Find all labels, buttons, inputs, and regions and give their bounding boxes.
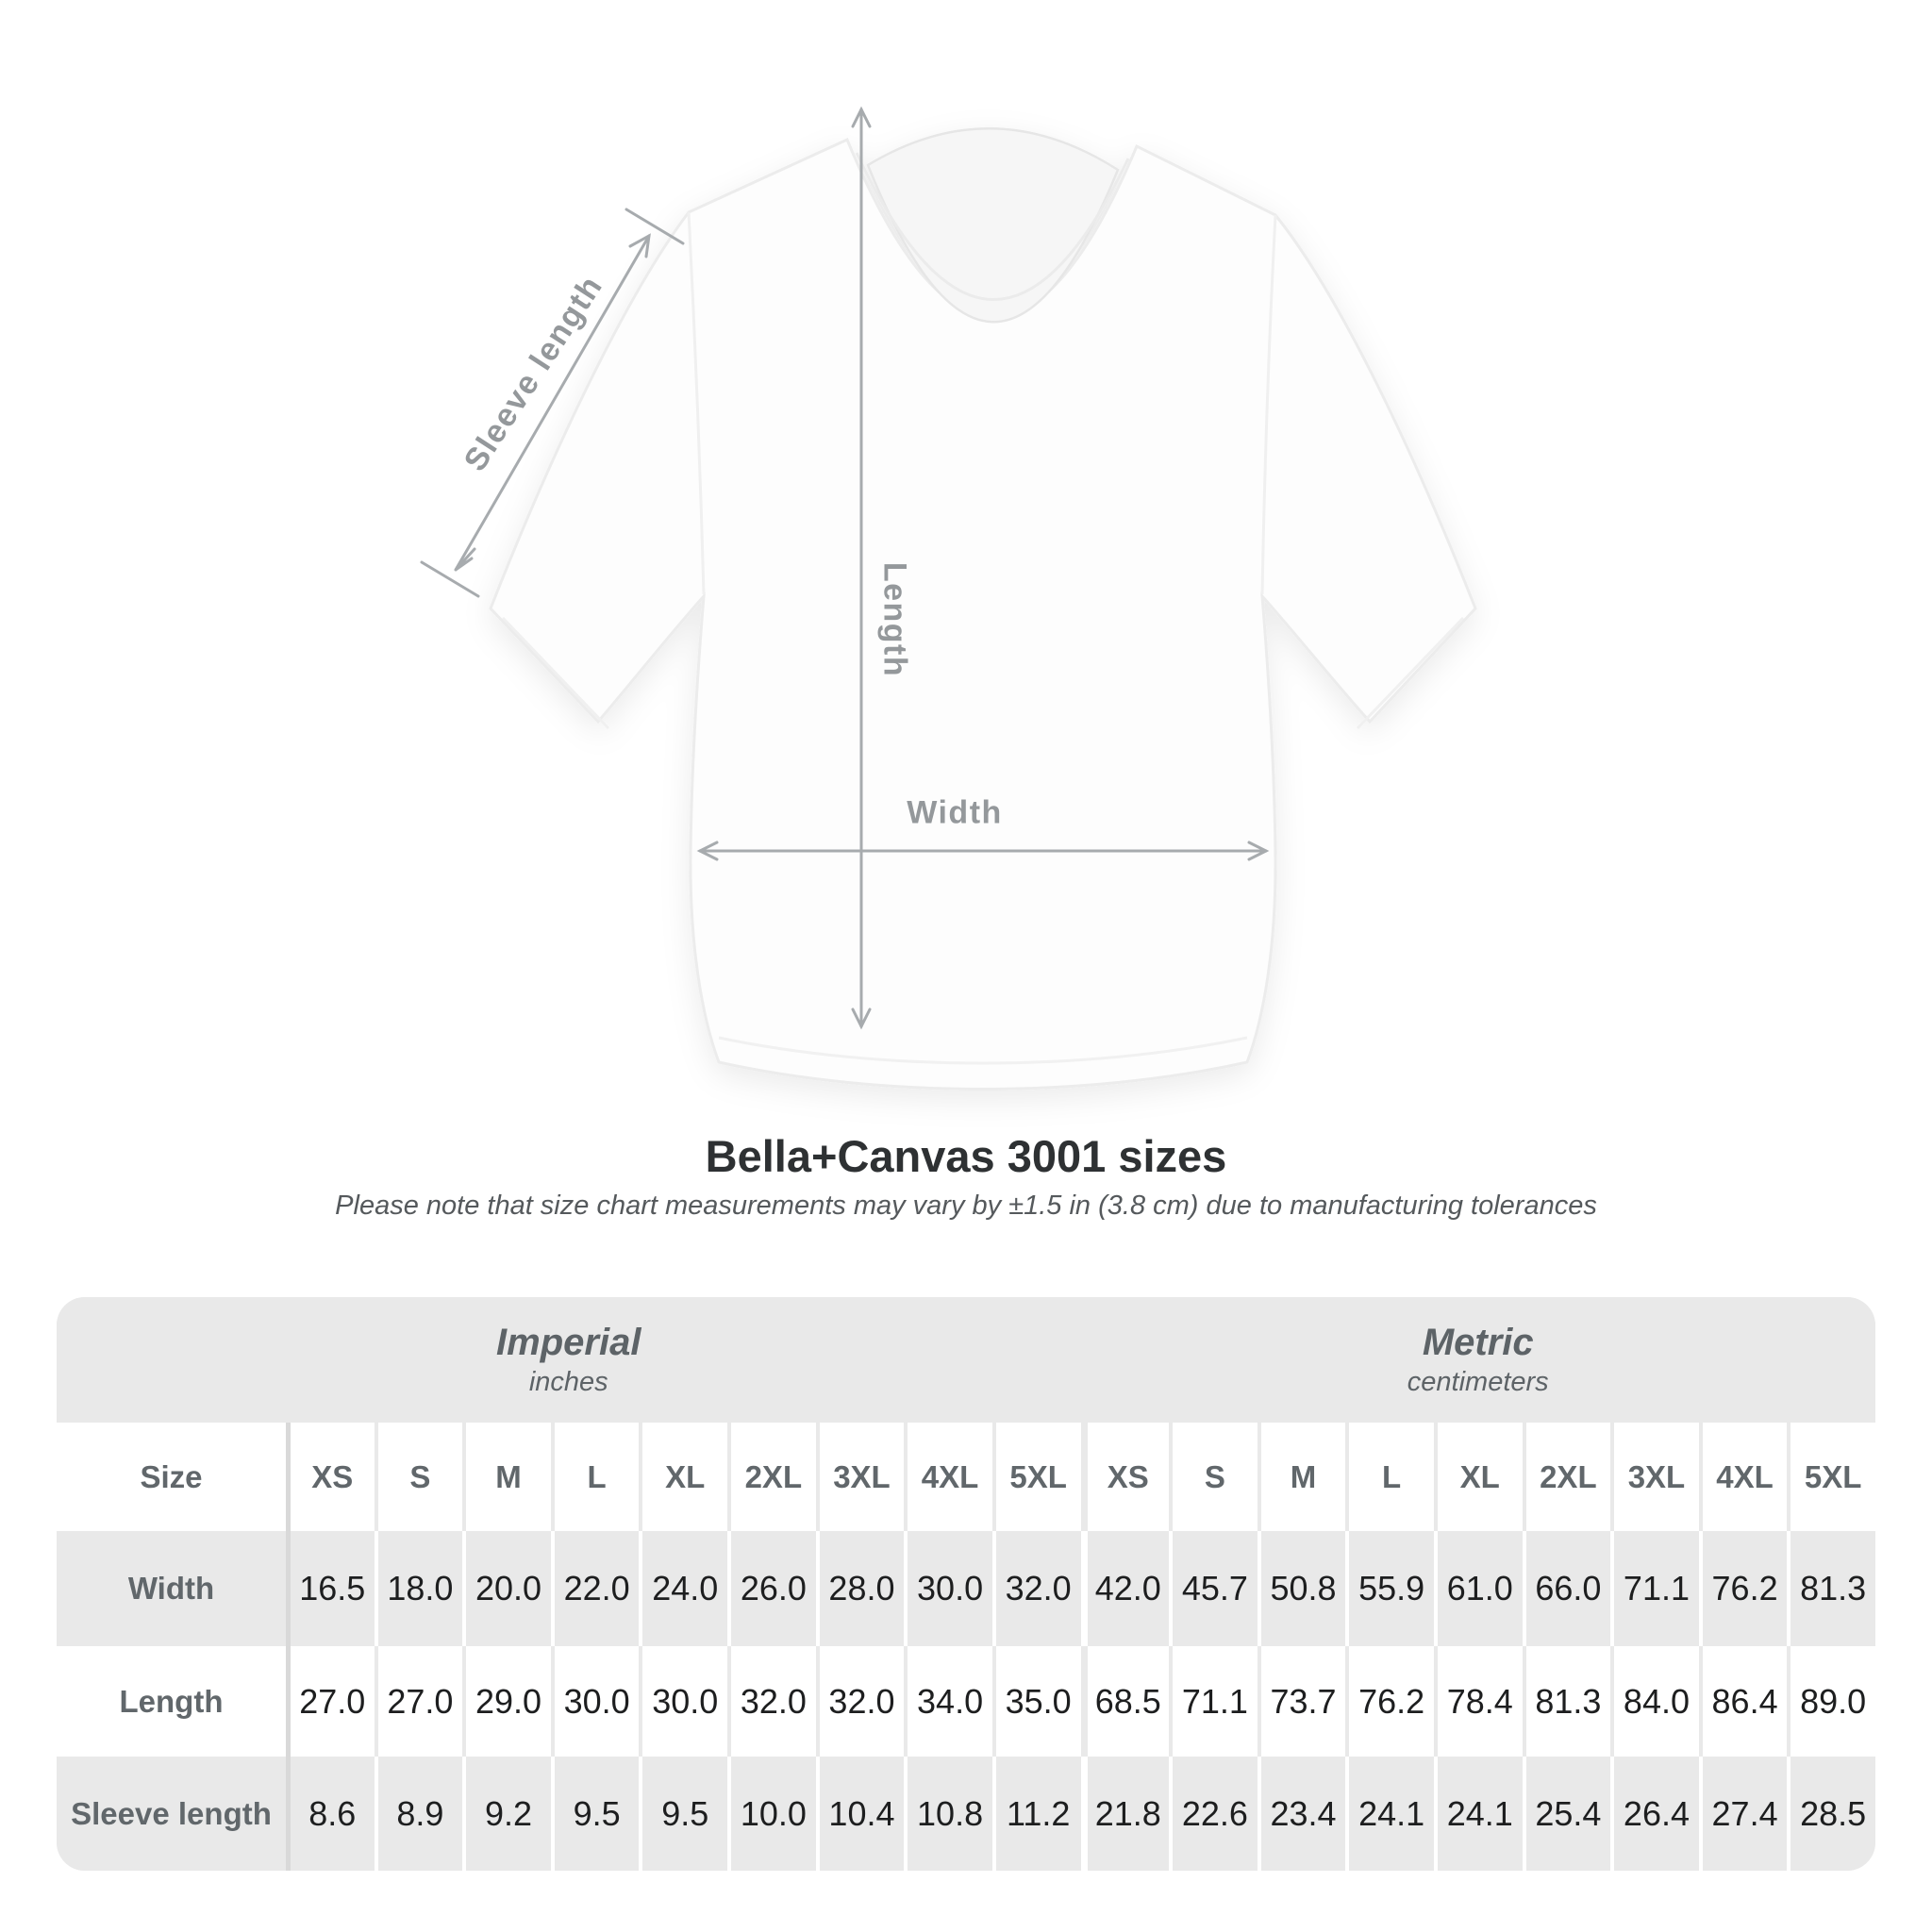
value-cell: 32.0 bbox=[815, 1646, 905, 1757]
value-cell: 24.1 bbox=[1433, 1757, 1523, 1871]
col-header: M bbox=[462, 1423, 551, 1531]
value-cell: 20.0 bbox=[462, 1531, 551, 1646]
value-cell: 32.0 bbox=[991, 1531, 1081, 1646]
col-header: 3XL bbox=[1610, 1423, 1699, 1531]
value-cell: 27.4 bbox=[1698, 1757, 1788, 1871]
value-cell: 10.8 bbox=[904, 1757, 992, 1871]
value-cell: 9.2 bbox=[462, 1757, 551, 1871]
sleeve-length-arrow bbox=[420, 208, 685, 598]
table-row-sleeve-length: Sleeve length 8.6 8.9 9.2 9.5 9.5 10.0 1… bbox=[57, 1757, 1875, 1871]
value-cell: 22.6 bbox=[1169, 1757, 1257, 1871]
col-header: 4XL bbox=[1698, 1423, 1788, 1531]
value-cell: 89.0 bbox=[1787, 1646, 1875, 1757]
value-cell: 24.0 bbox=[639, 1531, 727, 1646]
value-cell: 27.0 bbox=[374, 1646, 463, 1757]
value-cell: 29.0 bbox=[462, 1646, 551, 1757]
value-cell: 76.2 bbox=[1345, 1646, 1434, 1757]
col-header: XL bbox=[1433, 1423, 1523, 1531]
metric-group-name: Metric bbox=[1422, 1322, 1534, 1363]
value-cell: 30.0 bbox=[639, 1646, 727, 1757]
length-arrow bbox=[851, 106, 872, 1030]
col-header: S bbox=[374, 1423, 463, 1531]
value-cell: 28.0 bbox=[815, 1531, 905, 1646]
imperial-group-header: Imperial inches bbox=[57, 1297, 1081, 1423]
size-chart-table: Imperial inches Metric centimeters Size … bbox=[57, 1297, 1875, 1871]
value-cell: 35.0 bbox=[991, 1646, 1081, 1757]
col-header: M bbox=[1257, 1423, 1346, 1531]
value-cell: 8.6 bbox=[286, 1757, 375, 1871]
value-cell: 45.7 bbox=[1169, 1531, 1257, 1646]
value-cell: 34.0 bbox=[904, 1646, 992, 1757]
length-label: Length bbox=[876, 561, 913, 678]
tshirt-size-diagram: Sleeve length Length Width bbox=[420, 106, 1477, 1091]
value-cell: 16.5 bbox=[286, 1531, 375, 1646]
table-row-width: Width 16.5 18.0 20.0 22.0 24.0 26.0 28.0… bbox=[57, 1531, 1875, 1646]
value-cell: 28.5 bbox=[1787, 1757, 1875, 1871]
value-cell: 30.0 bbox=[550, 1646, 640, 1757]
value-cell: 84.0 bbox=[1610, 1646, 1699, 1757]
size-header-row: Size XS S M L XL 2XL 3XL 4XL 5XL XS S M … bbox=[57, 1423, 1875, 1531]
col-header: 2XL bbox=[1522, 1423, 1611, 1531]
table-row-length: Length 27.0 27.0 29.0 30.0 30.0 32.0 32.… bbox=[57, 1646, 1875, 1757]
value-cell: 66.0 bbox=[1522, 1531, 1611, 1646]
value-cell: 71.1 bbox=[1169, 1646, 1257, 1757]
col-header: XS bbox=[1080, 1423, 1170, 1531]
metric-group-unit: centimeters bbox=[1407, 1367, 1549, 1397]
row-label: Sleeve length bbox=[71, 1795, 272, 1831]
value-cell: 71.1 bbox=[1610, 1531, 1699, 1646]
value-cell: 30.0 bbox=[904, 1531, 992, 1646]
value-cell: 26.4 bbox=[1610, 1757, 1699, 1871]
value-cell: 27.0 bbox=[286, 1646, 375, 1757]
value-cell: 10.4 bbox=[815, 1757, 905, 1871]
width-label: Width bbox=[907, 794, 1003, 831]
width-arrow bbox=[696, 841, 1270, 861]
col-header: 3XL bbox=[815, 1423, 905, 1531]
value-cell: 24.1 bbox=[1345, 1757, 1434, 1871]
value-cell: 23.4 bbox=[1257, 1757, 1346, 1871]
value-cell: 50.8 bbox=[1257, 1531, 1346, 1646]
value-cell: 81.3 bbox=[1787, 1531, 1875, 1646]
size-column-header: Size bbox=[140, 1458, 203, 1494]
tshirt-illustration bbox=[420, 106, 1477, 1091]
imperial-group-unit: inches bbox=[528, 1367, 608, 1397]
value-cell: 8.9 bbox=[374, 1757, 463, 1871]
value-cell: 22.0 bbox=[550, 1531, 640, 1646]
row-label: Length bbox=[119, 1683, 224, 1719]
tolerance-note: Please note that size chart measurements… bbox=[335, 1191, 1597, 1221]
value-cell: 11.2 bbox=[991, 1757, 1081, 1871]
tshirt-shape bbox=[489, 127, 1477, 1091]
imperial-group-name: Imperial bbox=[496, 1322, 641, 1363]
value-cell: 76.2 bbox=[1698, 1531, 1788, 1646]
value-cell: 81.3 bbox=[1522, 1646, 1611, 1757]
value-cell: 73.7 bbox=[1257, 1646, 1346, 1757]
value-cell: 18.0 bbox=[374, 1531, 463, 1646]
value-cell: 9.5 bbox=[550, 1757, 640, 1871]
value-cell: 78.4 bbox=[1433, 1646, 1523, 1757]
value-cell: 68.5 bbox=[1080, 1646, 1170, 1757]
metric-group-header: Metric centimeters bbox=[1081, 1297, 1876, 1423]
value-cell: 32.0 bbox=[727, 1646, 816, 1757]
col-header: XL bbox=[639, 1423, 727, 1531]
value-cell: 21.8 bbox=[1080, 1757, 1170, 1871]
value-cell: 86.4 bbox=[1698, 1646, 1788, 1757]
value-cell: 61.0 bbox=[1433, 1531, 1523, 1646]
unit-group-header-row: Imperial inches Metric centimeters bbox=[57, 1297, 1875, 1423]
col-header: 2XL bbox=[727, 1423, 816, 1531]
col-header: XS bbox=[286, 1423, 375, 1531]
row-label: Width bbox=[127, 1571, 215, 1606]
value-cell: 25.4 bbox=[1522, 1757, 1611, 1871]
value-cell: 9.5 bbox=[639, 1757, 727, 1871]
col-header: L bbox=[1345, 1423, 1434, 1531]
col-header: L bbox=[550, 1423, 640, 1531]
value-cell: 26.0 bbox=[727, 1531, 816, 1646]
value-cell: 10.0 bbox=[727, 1757, 816, 1871]
value-cell: 42.0 bbox=[1080, 1531, 1170, 1646]
page-title: Bella+Canvas 3001 sizes bbox=[705, 1131, 1227, 1181]
col-header: S bbox=[1169, 1423, 1257, 1531]
col-header: 4XL bbox=[904, 1423, 992, 1531]
col-header: 5XL bbox=[991, 1423, 1081, 1531]
value-cell: 55.9 bbox=[1345, 1531, 1434, 1646]
col-header: 5XL bbox=[1787, 1423, 1875, 1531]
